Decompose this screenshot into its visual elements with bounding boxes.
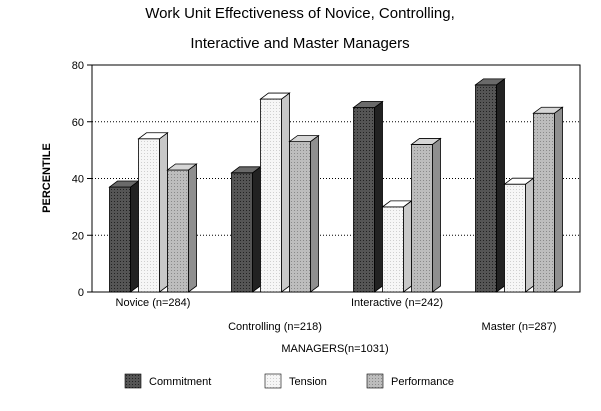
- bar: [288, 134, 320, 293]
- bar-side: [403, 200, 412, 293]
- bar-front: [504, 183, 526, 293]
- bar-front: [167, 169, 189, 293]
- bar-front: [382, 206, 404, 293]
- bar-front: [260, 98, 282, 293]
- bar-top: [288, 135, 320, 143]
- bar: [503, 177, 535, 293]
- legend: Commitment Tension Performance: [124, 373, 454, 389]
- bar-front: [533, 112, 555, 293]
- bar: [381, 200, 413, 293]
- bar-side: [496, 78, 505, 293]
- bar-side: [130, 180, 139, 293]
- bar-top: [166, 163, 198, 171]
- x-tick-label: Master (n=287): [482, 321, 557, 333]
- x-tick-label: Controlling (n=218): [228, 321, 322, 333]
- bar-side: [432, 137, 441, 293]
- legend-swatch: [366, 373, 384, 389]
- bar-side: [525, 177, 534, 293]
- x-axis-ticks: Novice (n=284) Controlling (n=218) Interac…: [116, 297, 557, 333]
- bar-side: [159, 131, 168, 293]
- bars: [108, 78, 564, 293]
- y-tick-label: 60: [72, 117, 84, 129]
- bar-side: [252, 166, 261, 293]
- bar-top: [474, 78, 506, 86]
- x-axis-label: MANAGERS(n=1031): [281, 343, 388, 355]
- bar-front: [353, 107, 375, 293]
- bar: [230, 166, 262, 293]
- bar: [410, 137, 442, 293]
- bar: [352, 100, 384, 293]
- bar: [166, 163, 198, 293]
- bar-side: [281, 92, 290, 293]
- bar-top: [532, 106, 564, 114]
- bar: [259, 92, 291, 293]
- chart-title-line-2: Interactive and Master Managers: [190, 35, 409, 52]
- legend-item: Tension: [264, 373, 327, 389]
- legend-swatch: [264, 373, 282, 389]
- bar-side: [374, 100, 383, 293]
- bar: [108, 180, 140, 293]
- bar-front: [289, 141, 311, 293]
- bar-side: [188, 163, 197, 293]
- y-tick-label: 20: [72, 230, 84, 242]
- bar-side: [554, 106, 563, 293]
- bar-front: [411, 144, 433, 293]
- bar: [474, 78, 506, 293]
- bar-top: [259, 92, 291, 100]
- bar-top: [137, 132, 169, 140]
- bar-side: [310, 134, 319, 293]
- chart-title-line-1: Work Unit Effectiveness of Novice, Contr…: [145, 5, 455, 22]
- legend-item: Commitment: [124, 373, 211, 389]
- y-tick-label: 80: [72, 60, 84, 72]
- bar-top: [410, 138, 442, 145]
- bar-front: [109, 186, 131, 293]
- legend-item: Performance: [366, 373, 454, 389]
- x-tick-label: Novice (n=284): [116, 297, 191, 309]
- bar-front: [138, 138, 160, 293]
- bar: [137, 131, 169, 293]
- y-axis-ticks: 0 20 40 60 80: [72, 60, 92, 299]
- bar: [532, 106, 564, 293]
- legend-label: Commitment: [149, 376, 211, 388]
- bar-front: [231, 172, 253, 293]
- y-axis-label: PERCENTILE: [41, 143, 53, 213]
- legend-label: Performance: [391, 376, 454, 388]
- legend-label: Tension: [289, 376, 327, 388]
- x-tick-label: Interactive (n=242): [351, 297, 443, 309]
- y-tick-label: 0: [78, 287, 84, 299]
- legend-swatch: [124, 373, 142, 389]
- bar-top: [352, 101, 384, 108]
- bar-front: [475, 84, 497, 293]
- y-tick-label: 40: [72, 174, 84, 186]
